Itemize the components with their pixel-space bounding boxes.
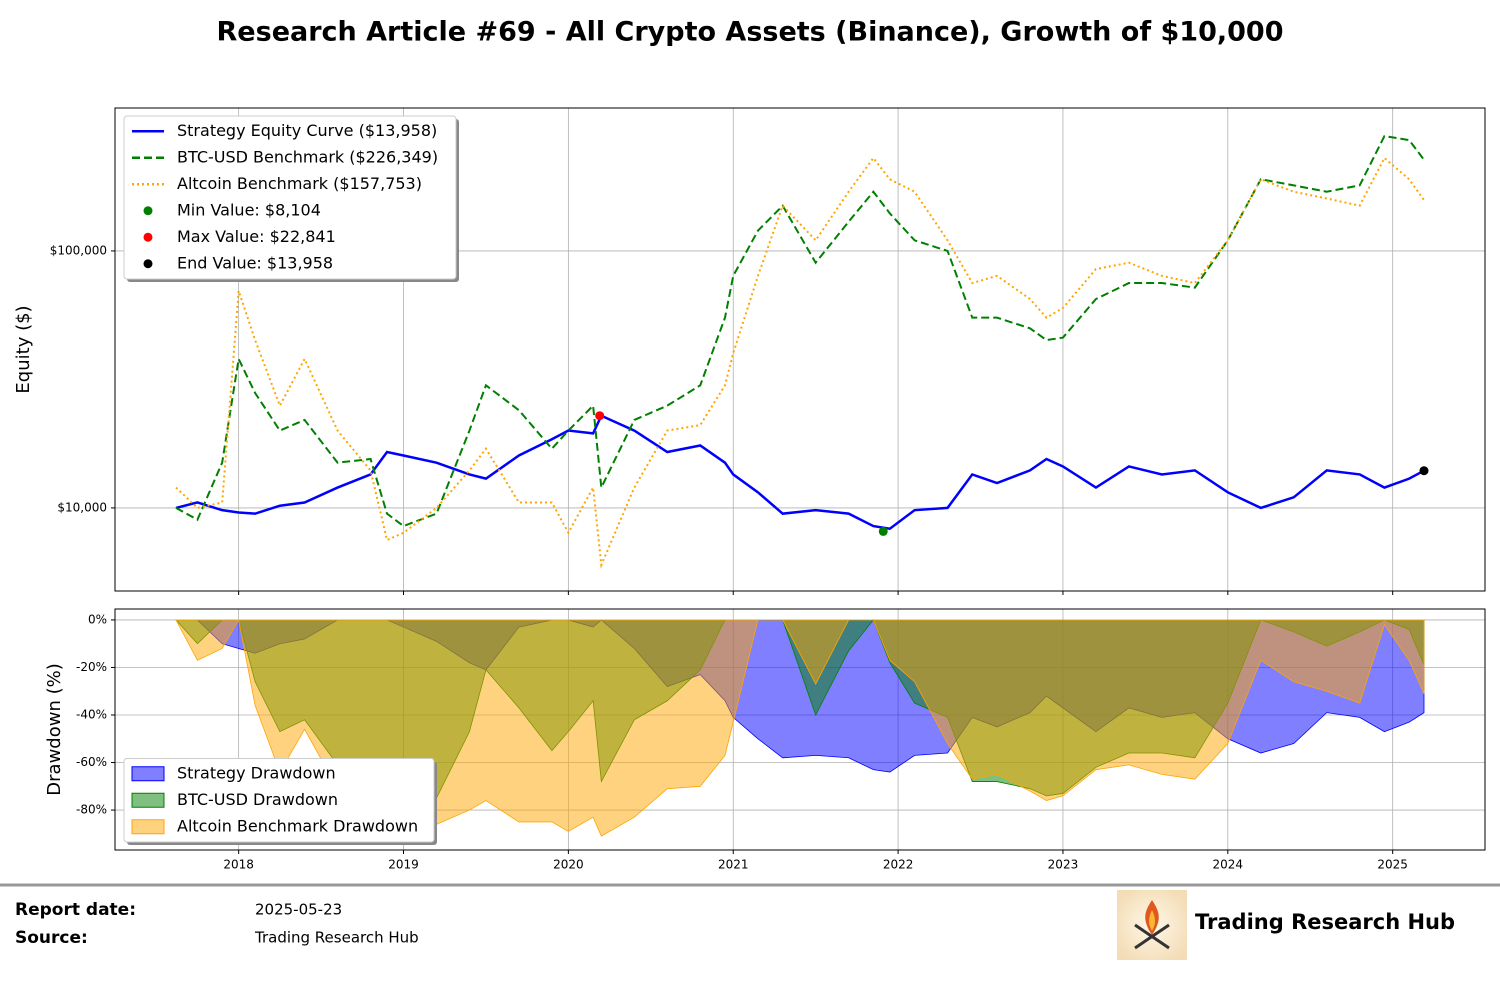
logo — [1117, 890, 1187, 960]
legend — [123, 115, 457, 280]
report-label: Report date: — [15, 900, 136, 920]
y-tick-label: -60% — [76, 755, 107, 769]
legend — [123, 758, 435, 843]
legend-label: BTC-USD Benchmark ($226,349) — [177, 147, 438, 166]
legend-label: Max Value: $22,841 — [177, 227, 336, 246]
plot-frame — [114, 107, 1486, 592]
marker — [878, 526, 888, 536]
report-value: 2025-05-23 — [255, 901, 342, 919]
y-tick-label: $100,000 — [50, 243, 107, 257]
legend-label: Strategy Drawdown — [177, 763, 336, 782]
plot-area — [175, 618, 1425, 837]
y-axis-label: Drawdown (%) — [44, 663, 65, 795]
y-axis-label: Equity ($) — [13, 305, 34, 393]
x-tick-label: 2023 — [1048, 858, 1079, 872]
x-tick-label: 2025 — [1377, 858, 1408, 872]
legend-label: End Value: $13,958 — [177, 253, 333, 272]
equity-line — [175, 414, 1425, 531]
y-tick-label: -20% — [76, 660, 107, 674]
y-tick-label: -40% — [76, 708, 107, 722]
legend-label: Altcoin Benchmark ($157,753) — [177, 174, 422, 193]
legend-label: Strategy Equity Curve ($13,958) — [177, 121, 437, 140]
legend-swatch — [131, 819, 165, 835]
marker — [595, 411, 605, 421]
legend-swatch — [131, 766, 165, 782]
marker — [1419, 466, 1429, 476]
x-tick-label: 2022 — [883, 858, 914, 872]
legend-label: Altcoin Benchmark Drawdown — [177, 816, 418, 835]
legend-label: Min Value: $8,104 — [177, 200, 321, 219]
y-tick-label: 0% — [88, 612, 107, 626]
chart-title: Research Article #69 - All Crypto Assets… — [217, 17, 1284, 48]
equity-line — [175, 156, 1425, 569]
x-tick-label: 2018 — [223, 858, 254, 872]
x-tick-label: 2021 — [718, 858, 749, 872]
source-value: Trading Research Hub — [254, 929, 419, 947]
brand: Trading Research Hub — [1195, 910, 1455, 934]
legend-swatch — [131, 792, 165, 808]
legend-label: BTC-USD Drawdown — [177, 790, 338, 809]
plot-frame — [114, 608, 1486, 851]
x-tick-label: 2024 — [1213, 858, 1244, 872]
equity-line — [175, 134, 1425, 528]
plot-area — [175, 134, 1429, 569]
source-label: Source: — [15, 928, 88, 948]
legend-swatch — [143, 232, 153, 242]
legend-swatch — [143, 206, 153, 216]
y-tick-label: -80% — [76, 803, 107, 817]
legend-swatch — [143, 259, 153, 269]
x-tick-label: 2019 — [388, 858, 419, 872]
y-tick-label: $10,000 — [57, 500, 107, 514]
x-tick-label: 2020 — [553, 858, 584, 872]
